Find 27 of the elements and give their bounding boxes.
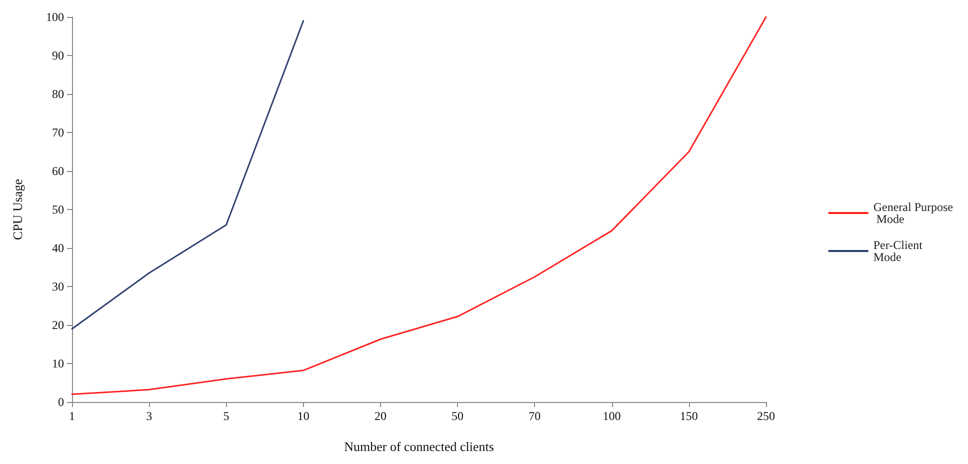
legend-label: General Purpose Mode (873, 200, 953, 226)
x-tick-label: 10 (297, 409, 310, 423)
x-tick-label: 100 (602, 409, 621, 423)
x-tick-label: 1 (69, 409, 75, 423)
legend-label: Per-Client Mode (873, 238, 926, 264)
x-tick-label: 3 (146, 409, 152, 423)
x-tick-label: 50 (452, 409, 464, 423)
y-tick-label: 70 (52, 126, 64, 140)
y-tick-label: 0 (58, 395, 64, 409)
x-axis-title: Number of connected clients (344, 439, 494, 454)
y-tick-label: 60 (52, 164, 64, 178)
y-tick-label: 30 (52, 280, 64, 294)
y-tick-label: 90 (52, 48, 64, 62)
y-axis-title: CPU Usage (10, 178, 25, 240)
line-series (71, 16, 767, 396)
x-tick-label: 70 (528, 409, 541, 423)
line-series (71, 20, 304, 330)
y-tick-label: 20 (52, 318, 64, 332)
x-tick-label: 150 (680, 409, 698, 423)
y-tick-label: 80 (52, 87, 64, 101)
y-tick-label: 50 (52, 202, 64, 216)
y-tick-label: 10 (52, 356, 64, 370)
x-tick-label: 5 (223, 409, 230, 423)
y-tick-label: 100 (46, 10, 64, 24)
x-tick-label: 20 (374, 409, 386, 423)
y-tick-label: 40 (52, 241, 64, 255)
x-tick-label: 250 (757, 409, 775, 423)
